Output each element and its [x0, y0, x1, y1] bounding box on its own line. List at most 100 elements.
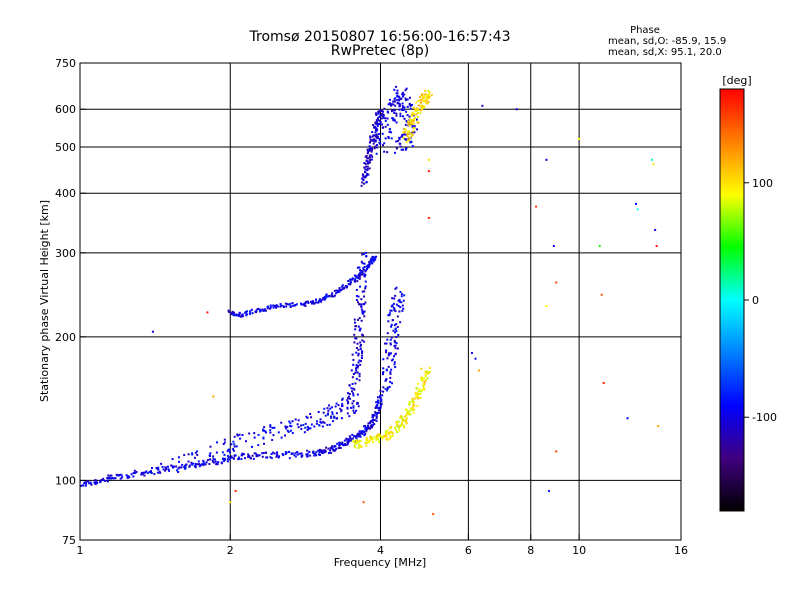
- data-point: [395, 147, 398, 150]
- data-point: [356, 402, 359, 405]
- data-point: [412, 411, 415, 414]
- data-point: [228, 311, 231, 314]
- data-point: [90, 483, 93, 486]
- data-point: [328, 404, 331, 407]
- data-point: [273, 304, 276, 307]
- data-point: [341, 441, 344, 444]
- data-point: [272, 434, 275, 437]
- data-point: [418, 396, 421, 399]
- data-point: [327, 409, 330, 412]
- data-point: [356, 365, 359, 368]
- data-point: [321, 298, 324, 301]
- data-point: [346, 438, 349, 441]
- data-point: [417, 99, 420, 102]
- data-point: [377, 112, 380, 115]
- data-point: [217, 461, 220, 464]
- data-point: [319, 420, 322, 423]
- data-point: [337, 447, 340, 450]
- data-point: [470, 351, 473, 354]
- data-point: [304, 302, 307, 305]
- data-point: [255, 309, 258, 312]
- data-point: [393, 297, 396, 300]
- data-point: [381, 394, 384, 397]
- data-point: [269, 431, 272, 434]
- data-point: [196, 450, 199, 453]
- data-point: [334, 405, 337, 408]
- data-point: [381, 114, 384, 117]
- data-point: [339, 446, 342, 449]
- data-point: [248, 432, 251, 435]
- data-point: [338, 287, 341, 290]
- data-point: [427, 371, 430, 374]
- data-point: [421, 108, 424, 111]
- data-point: [237, 456, 240, 459]
- data-point: [352, 392, 355, 395]
- data-point: [271, 451, 274, 454]
- data-point: [356, 433, 359, 436]
- data-point: [284, 451, 287, 454]
- data-point: [416, 111, 419, 114]
- data-point: [363, 275, 366, 278]
- data-point: [398, 426, 401, 429]
- data-point: [391, 109, 394, 112]
- data-point: [383, 142, 386, 145]
- data-point: [401, 102, 404, 105]
- x-axis: 1 2 4 6 8 10 16: [77, 534, 688, 557]
- y-tick-label: 600: [55, 103, 76, 116]
- data-point: [321, 452, 324, 455]
- data-point: [233, 443, 236, 446]
- data-point: [323, 298, 326, 301]
- data-point: [303, 304, 306, 307]
- data-point: [381, 437, 384, 440]
- data-point: [374, 145, 377, 148]
- data-point: [376, 117, 379, 120]
- data-point: [426, 93, 429, 96]
- data-point: [85, 480, 88, 483]
- data-point: [177, 467, 180, 470]
- data-point: [413, 116, 416, 119]
- data-point: [409, 407, 412, 410]
- data-point: [317, 453, 320, 456]
- data-point: [339, 407, 342, 410]
- data-point: [410, 132, 413, 135]
- data-point: [354, 321, 357, 324]
- y-tick-label: 750: [55, 57, 76, 70]
- data-point: [304, 422, 307, 425]
- data-point: [397, 425, 400, 428]
- data-point: [413, 113, 416, 116]
- data-point: [270, 453, 273, 456]
- data-point: [84, 484, 87, 487]
- data-point: [352, 373, 355, 376]
- data-point: [348, 439, 351, 442]
- data-point: [356, 342, 359, 345]
- data-point: [413, 408, 416, 411]
- data-point: [407, 132, 410, 135]
- data-point: [657, 425, 660, 428]
- data-point: [111, 476, 114, 479]
- data-point: [357, 446, 360, 449]
- data-point: [380, 117, 383, 120]
- colorbar: [719, 88, 745, 512]
- data-point: [358, 432, 361, 435]
- data-point: [307, 428, 310, 431]
- data-point: [406, 98, 409, 101]
- data-point: [395, 428, 398, 431]
- data-point: [352, 363, 355, 366]
- data-point: [394, 352, 397, 355]
- data-point: [393, 98, 396, 101]
- data-point: [401, 91, 404, 94]
- data-point: [380, 402, 383, 405]
- data-point: [333, 445, 336, 448]
- data-point: [402, 299, 405, 302]
- data-point: [361, 339, 364, 342]
- data-point: [144, 471, 147, 474]
- data-point: [389, 436, 392, 439]
- data-point: [348, 384, 351, 387]
- data-point: [286, 425, 289, 428]
- data-point: [360, 303, 363, 306]
- data-point: [426, 102, 429, 105]
- colorbar-tick-label: 0: [752, 294, 759, 307]
- data-point: [416, 121, 419, 124]
- data-point: [240, 315, 243, 318]
- data-point: [178, 466, 181, 469]
